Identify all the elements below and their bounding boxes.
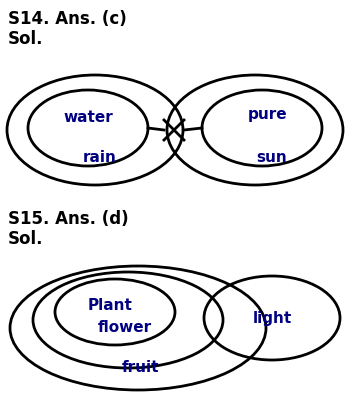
Text: rain: rain (83, 150, 117, 166)
Text: pure: pure (248, 107, 288, 123)
Text: Plant: Plant (88, 297, 133, 312)
Text: flower: flower (98, 320, 152, 336)
Text: fruit: fruit (121, 361, 159, 375)
Text: light: light (252, 310, 292, 326)
Text: Sol.: Sol. (8, 230, 44, 248)
Text: water: water (63, 111, 113, 125)
Text: S15. Ans. (d): S15. Ans. (d) (8, 210, 129, 228)
Text: Sol.: Sol. (8, 30, 44, 48)
Text: sun: sun (256, 150, 287, 166)
Text: S14. Ans. (c): S14. Ans. (c) (8, 10, 127, 28)
